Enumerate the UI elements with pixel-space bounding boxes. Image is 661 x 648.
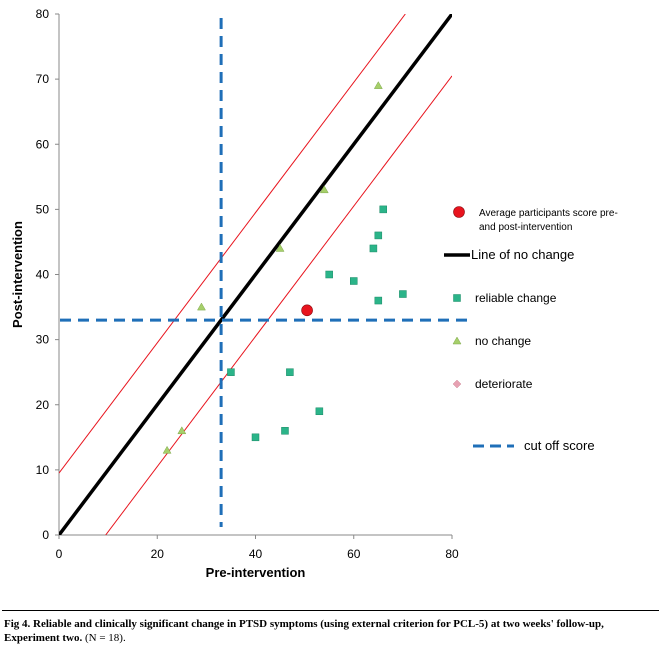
y-tick-label: 10 bbox=[36, 463, 50, 477]
figure-caption: Fig 4. Reliable and clinically significa… bbox=[4, 617, 654, 645]
reliable-change-point bbox=[350, 277, 358, 285]
reliable-change-point bbox=[379, 205, 387, 214]
x-tick-label: 20 bbox=[151, 547, 165, 561]
average-point bbox=[301, 304, 313, 317]
no-change-point bbox=[319, 185, 329, 194]
x-axis-title: Pre-intervention bbox=[206, 565, 306, 580]
reliable-change-point bbox=[369, 244, 378, 253]
reliable-change-point bbox=[251, 433, 260, 442]
caption-normal: (N = 18). bbox=[84, 632, 126, 644]
legend-average-label-line2: and post-intervention bbox=[479, 222, 572, 233]
legend-deteriorate-marker bbox=[452, 379, 462, 389]
y-axis-title: Post-intervention bbox=[10, 221, 25, 328]
caption-divider bbox=[2, 610, 659, 611]
plot-area: 0 20 40 60 80 0 10 20 30 40 50 60 70 80 bbox=[36, 7, 471, 561]
reliable-change-point bbox=[315, 407, 324, 416]
legend-reliable-change-marker bbox=[453, 294, 461, 302]
x-tick-label: 80 bbox=[445, 547, 459, 561]
y-tick-label: 30 bbox=[36, 333, 50, 347]
reliable-change-point bbox=[281, 427, 289, 435]
legend-line-of-no-change-label: Line of no change bbox=[471, 247, 574, 262]
reference-lines bbox=[59, 14, 452, 535]
reliable-change-point bbox=[325, 270, 333, 279]
legend-cutoff-label: cut off score bbox=[524, 438, 595, 453]
upper-reliable-change-line bbox=[59, 14, 406, 474]
legend-no-change-label: no change bbox=[475, 334, 531, 348]
y-tick-label: 40 bbox=[36, 268, 50, 282]
reliable-change-point bbox=[286, 368, 294, 376]
legend-average-label-line1: Average participants score pre- bbox=[479, 208, 618, 219]
y-tick-label: 80 bbox=[36, 7, 50, 21]
legend-average-label: Average participants score pre-and post-… bbox=[479, 208, 618, 233]
no-change-point bbox=[197, 302, 206, 311]
reliable-change-point bbox=[399, 290, 407, 298]
legend-average-marker bbox=[453, 206, 465, 218]
legend-no-change-marker bbox=[452, 336, 462, 345]
no-change-point bbox=[275, 243, 285, 252]
scatter-chart: 0 20 40 60 80 0 10 20 30 40 50 60 70 80 Average parti… bbox=[10, 7, 618, 580]
line-of-no-change bbox=[59, 14, 452, 535]
no-change-point bbox=[162, 445, 172, 454]
lower-reliable-change-line bbox=[105, 75, 452, 535]
y-tick-label: 20 bbox=[36, 398, 50, 412]
y-tick-label: 50 bbox=[36, 202, 50, 216]
x-tick-label: 40 bbox=[249, 547, 263, 561]
legend-deteriorate-label: deteriorate bbox=[475, 377, 533, 391]
y-tick-label: 0 bbox=[42, 528, 49, 542]
y-tick-label: 70 bbox=[36, 72, 50, 86]
reliable-change-point bbox=[374, 231, 383, 240]
x-tick-label: 0 bbox=[56, 547, 63, 561]
reliable-change-point bbox=[227, 368, 235, 376]
reliable-change-point bbox=[374, 296, 383, 305]
legend: Average participants score pre-and post-… bbox=[444, 206, 618, 453]
no-change-point bbox=[373, 81, 383, 89]
no-change-point bbox=[177, 426, 187, 435]
caption-bold: Fig 4. Reliable and clinically significa… bbox=[4, 618, 604, 644]
y-tick-label: 60 bbox=[36, 137, 50, 151]
x-tick-label: 60 bbox=[347, 547, 361, 561]
legend-reliable-change-label: reliable change bbox=[475, 291, 557, 305]
